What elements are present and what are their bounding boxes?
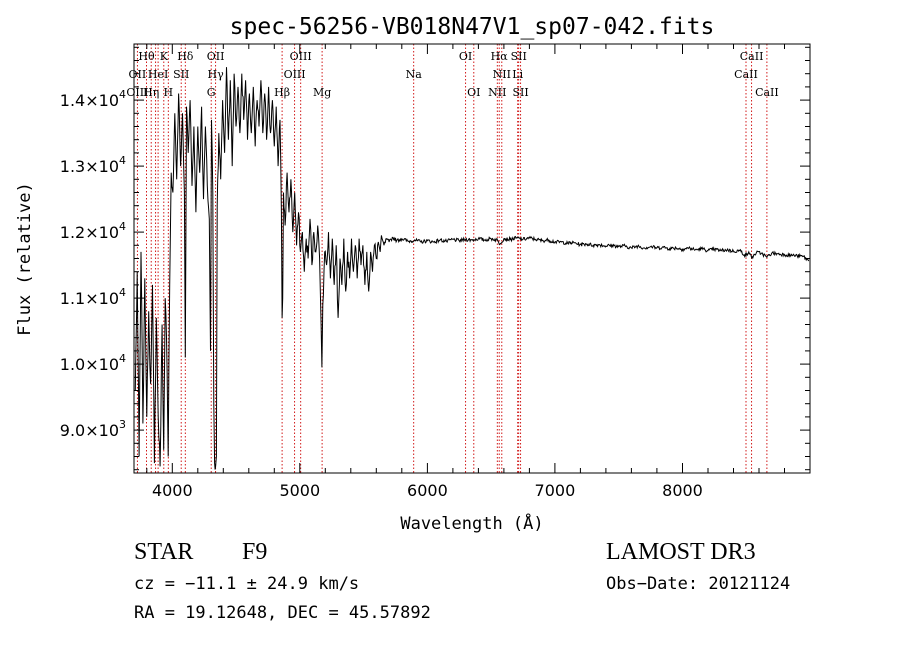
x-tick-label: 4000 [152, 481, 193, 500]
line-annotation-label: Hη [143, 86, 159, 99]
line-annotation-label: Mg [313, 86, 331, 99]
line-annotations: Hθ OII OIII K HeI Hη SII H Hδ OII Hγ G OIII OIII Hβ Mg N… [126, 50, 778, 99]
subclass-label: F9 [242, 539, 268, 565]
line-annotation-label: CaII [755, 86, 779, 99]
line-annotation-label: NII [488, 86, 506, 99]
line-markers [136, 44, 768, 473]
line-annotation-label: NII [493, 68, 511, 81]
x-axis-ticks: 4000 5000 6000 7000 8000 [146, 44, 785, 500]
line-annotation-label: SII [511, 50, 527, 63]
x-tick-label: 5000 [279, 481, 320, 500]
y-tick-label: 9.0×103 [60, 418, 126, 440]
x-tick-label: 6000 [407, 481, 448, 500]
line-annotation-label: OII [129, 68, 147, 81]
redshift-text: cz = −11.1 ± 24.9 km/s [134, 574, 360, 594]
line-annotation-label: Hθ [138, 50, 155, 63]
line-annotation-label: Hβ [274, 86, 290, 99]
flux-series [134, 67, 810, 470]
survey-label: LAMOST DR3 [606, 539, 756, 565]
line-annotation-label: OIII [290, 50, 312, 63]
line-annotation-label: Hα [491, 50, 509, 63]
y-tick-label: 1.0×104 [60, 352, 126, 374]
line-annotation-label: OIII [284, 68, 306, 81]
line-annotation-label: SII [512, 86, 528, 99]
line-annotation-label: CaII [740, 50, 764, 63]
line-annotation-label: OII [207, 50, 225, 63]
x-tick-label: 8000 [662, 481, 703, 500]
line-annotation-label: OIII [126, 86, 148, 99]
x-tick-label: 7000 [535, 481, 576, 500]
class-label: STAR [134, 539, 194, 565]
plot-frame [133, 43, 811, 474]
line-annotation-label: Na [406, 68, 423, 81]
y-tick-label: 1.1×104 [60, 286, 126, 308]
x-axis-label: Wavelength (Å) [400, 512, 543, 534]
line-annotation-label: K [160, 50, 169, 63]
line-annotation-label: H [164, 86, 174, 99]
line-annotation-label: Hγ [208, 68, 225, 81]
y-tick-label: 1.2×104 [60, 220, 126, 242]
line-annotation-label: CaII [734, 68, 758, 81]
line-annotation-label: SII [173, 68, 189, 81]
y-tick-label: 1.4×104 [60, 88, 126, 110]
y-axis-label: Flux (relative) [15, 182, 35, 336]
line-annotation-label: Hδ [177, 50, 194, 63]
line-annotation-label: Li [512, 68, 523, 81]
y-axis-ticks: 9.0×103 1.0×104 1.1×104 1.2×104 1.3×104 1.4×1… [60, 46, 810, 471]
obs-date-text: Obs−Date: 20121124 [606, 574, 791, 594]
line-annotation-label: G [207, 86, 216, 99]
chart-title: spec-56256-VB018N47V1_sp07-042.fits [230, 14, 715, 40]
line-annotation-label: OI [459, 50, 472, 63]
line-annotation-label: HeI [148, 68, 168, 81]
coords-text: RA = 19.12648, DEC = 45.57892 [134, 603, 431, 623]
y-tick-label: 1.3×104 [60, 154, 126, 176]
line-annotation-label: OI [467, 86, 480, 99]
